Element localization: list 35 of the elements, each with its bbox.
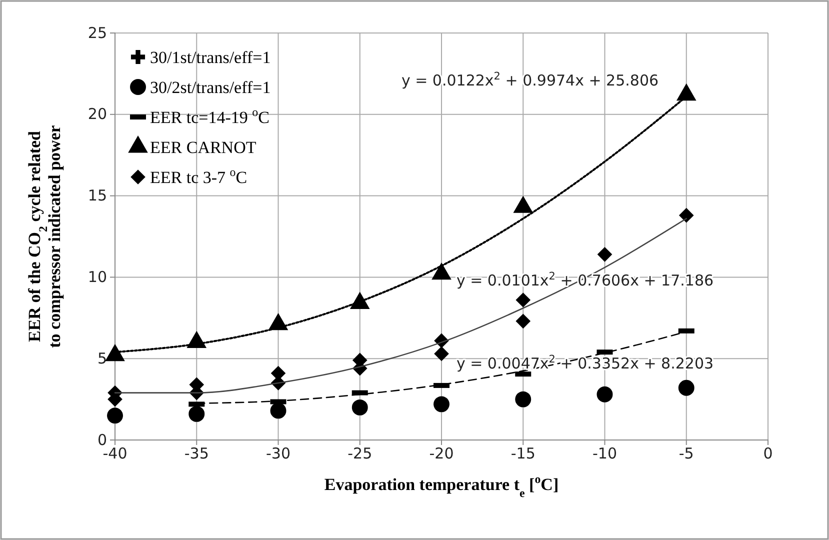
point	[352, 399, 368, 416]
point	[597, 246, 612, 262]
legend-label: EER tc=14-19 $^{o}$C	[150, 104, 270, 127]
point	[188, 406, 205, 422]
point	[434, 346, 449, 362]
point	[596, 386, 613, 402]
y-tick-label: 20	[88, 105, 107, 124]
x-tick-label: 0	[763, 444, 773, 463]
x-tick-label: -35	[184, 444, 209, 463]
annotation: y = 0.0101x$^{2}$ + 0.7606x + 17.186	[456, 270, 714, 290]
x-tick-label: -20	[429, 444, 454, 463]
x-axis-title: Evaporation temperature t$_{e}$ [$^{o}$C]	[324, 472, 559, 500]
x-tick-label: -15	[510, 444, 536, 463]
point	[516, 292, 531, 308]
y-tick-label: 5	[97, 349, 107, 368]
point	[678, 380, 694, 396]
y-tick-label: 25	[88, 24, 107, 42]
y-tick-label: 15	[88, 186, 107, 205]
x-tick-label: -30	[266, 444, 290, 463]
point	[676, 83, 696, 101]
point	[515, 391, 532, 408]
legend-label: EER CARNOT	[150, 138, 257, 157]
legend-label: 30/1st/trans/eff=1	[150, 48, 271, 67]
annotation: y = 0.0122x$^{2}$ + 0.9974x + 25.806	[401, 70, 659, 90]
legend-label: 30/2st/trans/eff=1	[150, 78, 271, 97]
point	[107, 408, 123, 424]
y-tick-label: 10	[88, 268, 107, 286]
x-tick-label: -5	[678, 444, 694, 463]
x-tick-label: -10	[592, 444, 617, 463]
point	[678, 208, 694, 223]
x-tick-label: -25	[348, 444, 372, 463]
point	[434, 396, 450, 412]
point	[270, 402, 286, 419]
legend-label: EER tc 3-7 $^{o}$C	[150, 164, 248, 187]
point	[516, 314, 531, 329]
